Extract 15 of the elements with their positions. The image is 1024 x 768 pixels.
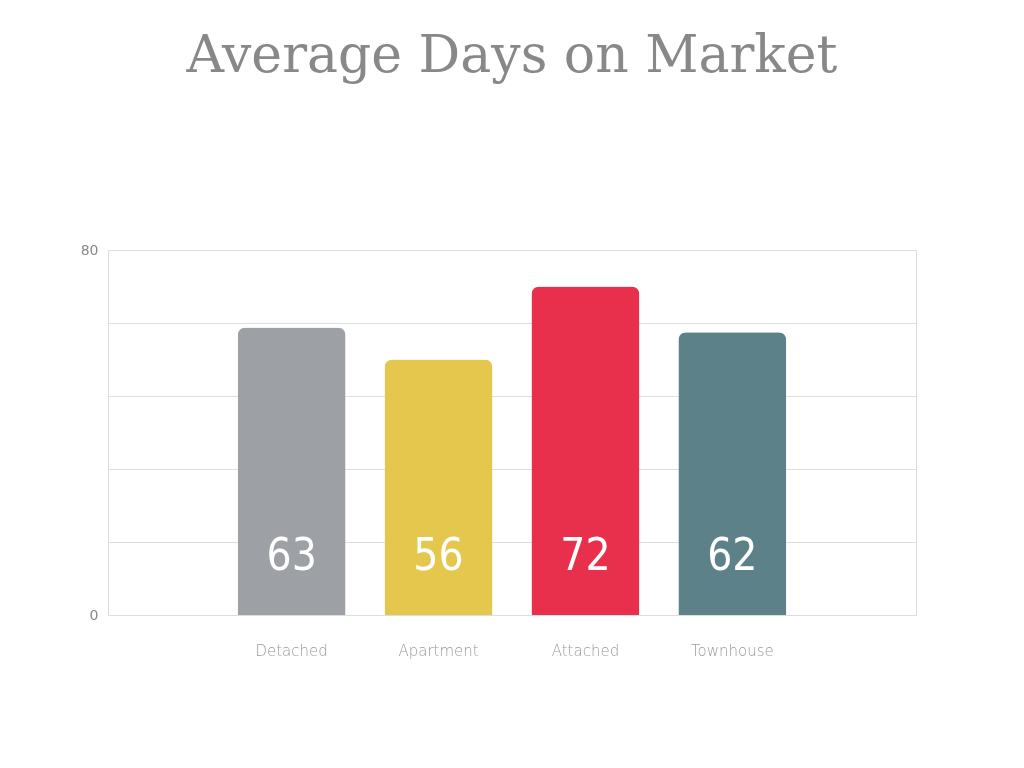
y-tick-label: 0 xyxy=(89,606,99,623)
data-label: 62 xyxy=(707,529,758,580)
bar xyxy=(384,359,493,615)
data-label: 56 xyxy=(413,529,464,580)
x-tick-label: Detached xyxy=(255,641,328,660)
bar xyxy=(678,332,787,615)
y-tick-label: 80 xyxy=(80,241,99,258)
bar xyxy=(531,286,640,615)
x-tick-label: Attached xyxy=(551,641,620,660)
x-tick-label: Apartment xyxy=(398,641,479,660)
x-tick-label: Townhouse xyxy=(690,641,774,660)
data-label: 72 xyxy=(560,529,611,580)
data-label: 63 xyxy=(266,529,317,580)
chart-title: Average Days on Market xyxy=(185,24,838,84)
bar xyxy=(237,327,346,615)
